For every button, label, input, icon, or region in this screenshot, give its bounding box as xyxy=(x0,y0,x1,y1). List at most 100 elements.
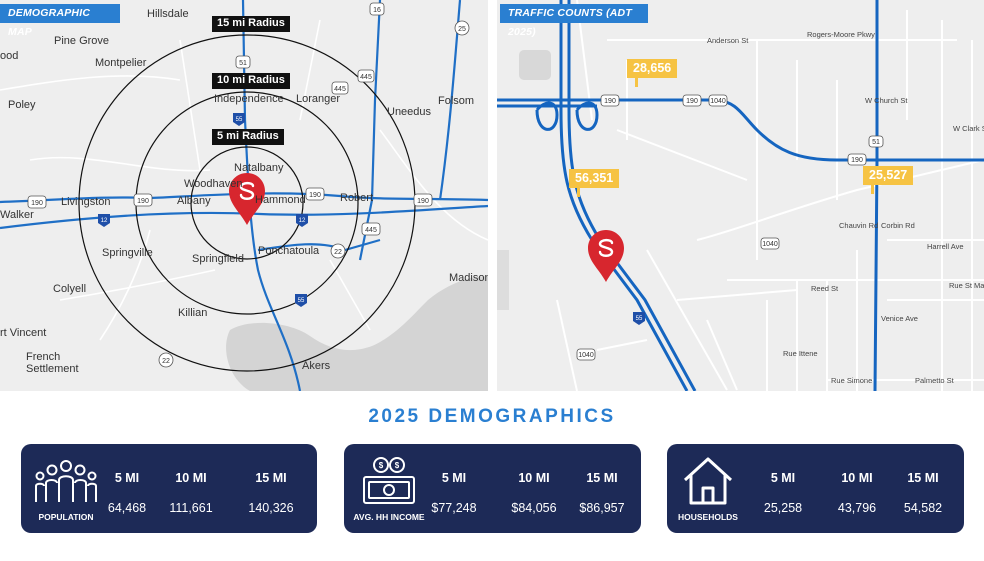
svg-text:1040: 1040 xyxy=(578,352,594,359)
svg-text:190: 190 xyxy=(31,200,43,207)
street-label: Rue St Martin xyxy=(949,281,984,290)
street-label: Harrell Ave xyxy=(927,242,964,251)
demographic-map-graphic: 16 445 25 51 445 55 190 190 190 12 12 19… xyxy=(0,0,488,391)
households-5mi-value: 25,258 xyxy=(763,501,803,515)
radius-label-15mi: 15 mi Radius xyxy=(212,16,290,32)
svg-text:190: 190 xyxy=(604,98,616,105)
place-label: Springville xyxy=(102,247,153,259)
place-label: Montpelier xyxy=(95,57,147,69)
income-10mi-value: $84,056 xyxy=(511,501,557,515)
street-label: Corbin Rd xyxy=(881,221,915,230)
place-label: rt Vincent xyxy=(0,327,47,339)
population-label: POPULATION xyxy=(38,512,94,522)
col-header-15mi: 15 MI xyxy=(255,471,287,485)
svg-text:25: 25 xyxy=(458,26,466,33)
street-label: Chauvin Rd xyxy=(839,221,879,230)
col-header-10mi: 10 MI xyxy=(841,471,873,485)
street-label: Reed St xyxy=(811,284,839,293)
place-label: Woodhaven xyxy=(184,178,243,190)
place-label: Hammond xyxy=(255,194,306,206)
households-10mi-value: 43,796 xyxy=(837,501,877,515)
income-15mi-value: $86,957 xyxy=(579,501,625,515)
svg-text:12: 12 xyxy=(299,218,306,224)
households-card: HOUSEHOLDS 5 MI 10 MI 15 MI 25,258 43,79… xyxy=(667,444,964,533)
svg-text:1040: 1040 xyxy=(710,98,726,105)
col-header-5mi: 5 MI xyxy=(770,471,796,485)
svg-text:22: 22 xyxy=(162,358,170,365)
col-header-10mi: 10 MI xyxy=(518,471,550,485)
place-label: Hillsdale xyxy=(147,8,189,20)
svg-text:55: 55 xyxy=(298,298,305,304)
traffic-map-tag: TRAFFIC COUNTS (ADT 2025) xyxy=(500,4,648,38)
street-label: Rogers-Moore Pkwy xyxy=(807,30,875,39)
street-label: Venice Ave xyxy=(881,314,918,323)
street-label: Rue Simone xyxy=(831,376,873,385)
households-15mi-value: 54,582 xyxy=(903,501,943,515)
svg-text:190: 190 xyxy=(851,157,863,164)
street-label: W Clark St xyxy=(953,124,984,133)
place-label: Livingston xyxy=(61,196,111,208)
place-label: Colyell xyxy=(53,283,87,295)
svg-text:55: 55 xyxy=(636,316,643,322)
income-label: AVG. HH INCOME xyxy=(353,512,425,522)
svg-text:190: 190 xyxy=(137,198,149,205)
svg-text:12: 12 xyxy=(101,218,108,224)
svg-text:51: 51 xyxy=(872,139,880,146)
svg-text:445: 445 xyxy=(334,86,346,93)
demographic-map-tag: DEMOGRAPHIC MAP xyxy=(0,4,120,38)
svg-text:$: $ xyxy=(379,461,384,470)
place-label: Walker xyxy=(0,209,34,221)
population-10mi-value: 111,661 xyxy=(169,501,213,515)
svg-text:55: 55 xyxy=(236,117,243,123)
place-label: Killian xyxy=(178,307,208,319)
svg-text:22: 22 xyxy=(334,249,342,256)
svg-text:190: 190 xyxy=(417,198,429,205)
place-label: Pine Grove xyxy=(54,35,110,47)
street-label: Rue Ittene xyxy=(783,349,818,358)
place-label: Albany xyxy=(177,195,211,207)
people-group-icon xyxy=(35,460,97,502)
col-header-5mi: 5 MI xyxy=(114,471,140,485)
radius-label-5mi: 5 mi Radius xyxy=(212,129,284,145)
location-pin-icon xyxy=(588,230,624,282)
place-label: Natalbany xyxy=(234,162,284,174)
place-label: Springfield xyxy=(192,253,244,265)
col-header-15mi: 15 MI xyxy=(586,471,618,485)
place-label: Ponchatoula xyxy=(258,245,320,257)
place-label: Folsom xyxy=(438,95,475,107)
col-header-15mi: 15 MI xyxy=(907,471,939,485)
location-pin-icon xyxy=(229,173,265,225)
population-card: POPULATION 5 MI 10 MI 15 MI 64,468 111,6… xyxy=(21,444,317,533)
income-5mi-value: $77,248 xyxy=(431,501,477,515)
traffic-map-graphic: 190 190 1040 190 51 1040 1040 55 xyxy=(497,0,984,391)
demographic-map[interactable]: 16 445 25 51 445 55 190 190 190 12 12 19… xyxy=(0,0,488,391)
population-15mi-value: 140,326 xyxy=(248,501,294,515)
place-label: Uneedus xyxy=(387,106,432,118)
svg-text:445: 445 xyxy=(360,74,372,81)
money-icon: $ $ xyxy=(363,457,415,504)
place-label: Independence xyxy=(214,93,284,105)
place-label: Robert xyxy=(340,192,374,204)
traffic-count-badge: 25,527 xyxy=(863,166,914,194)
population-5mi-value: 64,468 xyxy=(107,501,147,515)
col-header-10mi: 10 MI xyxy=(175,471,207,485)
svg-text:51: 51 xyxy=(239,60,247,67)
col-header-5mi: 5 MI xyxy=(441,471,467,485)
house-icon xyxy=(683,457,733,505)
demographics-title: 2025 DEMOGRAPHICS xyxy=(368,406,616,427)
svg-text:1040: 1040 xyxy=(762,241,778,248)
place-label: Loranger xyxy=(296,93,341,105)
traffic-count-badge: 56,351 xyxy=(569,169,620,197)
svg-text:190: 190 xyxy=(686,98,698,105)
svg-text:$: $ xyxy=(395,461,400,470)
street-label: Anderson St xyxy=(707,36,749,45)
place-label: French Settlement xyxy=(26,351,79,375)
svg-text:190: 190 xyxy=(309,192,321,199)
households-label: HOUSEHOLDS xyxy=(678,512,738,522)
svg-text:16: 16 xyxy=(373,7,381,14)
place-label: Madison xyxy=(449,272,488,284)
traffic-count-badge: 28,656 xyxy=(627,59,678,87)
place-label: Akers xyxy=(302,360,331,372)
radius-label-10mi: 10 mi Radius xyxy=(212,73,290,89)
traffic-counts-map[interactable]: 190 190 1040 190 51 1040 1040 55 TRAFFIC… xyxy=(497,0,984,391)
